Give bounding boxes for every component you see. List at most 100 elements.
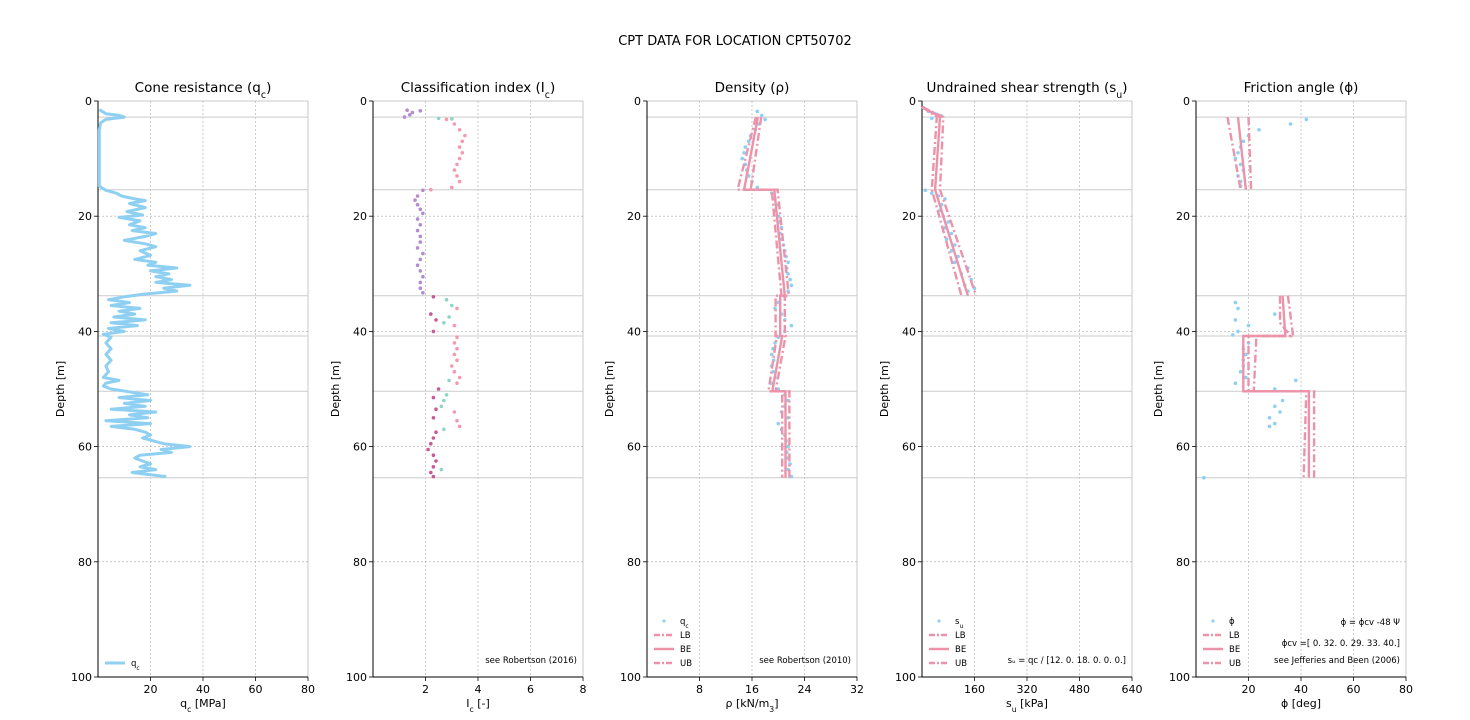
x-tick-label: 60 xyxy=(249,683,263,696)
data-point xyxy=(415,202,420,207)
data-point xyxy=(786,444,790,449)
data-point xyxy=(444,393,449,397)
y-tick-label: 40 xyxy=(627,325,641,338)
data-point xyxy=(455,174,459,178)
data-point xyxy=(455,346,459,351)
y-tick-label: 80 xyxy=(627,556,641,569)
data-point xyxy=(1278,410,1282,414)
data-point xyxy=(953,243,957,247)
data-point xyxy=(1244,352,1248,357)
data-point xyxy=(455,358,459,363)
data-point xyxy=(444,297,449,302)
y-tick-label: 40 xyxy=(353,325,367,338)
data-point xyxy=(923,188,928,193)
data-point xyxy=(1273,387,1277,391)
data-point xyxy=(742,151,746,155)
series-be-line xyxy=(1236,116,1311,478)
data-point xyxy=(418,234,423,239)
panel-title: Cone resistance (qc) xyxy=(135,80,272,101)
data-point xyxy=(1202,475,1206,480)
data-point xyxy=(1236,329,1240,334)
y-tick-label: 60 xyxy=(353,441,367,454)
panel-title: Undrained shear strength (su) xyxy=(926,80,1127,101)
data-point xyxy=(755,185,760,190)
panel-phi: 20 40 60 80 0 20 40 60 80 100 Friction angle (ϕ) ϕ … xyxy=(1152,80,1413,710)
data-point xyxy=(434,407,438,412)
data-point xyxy=(452,352,457,357)
data-point xyxy=(442,321,446,325)
y-tick-label: 40 xyxy=(902,325,916,338)
panel-title: Friction angle (ϕ) xyxy=(1244,80,1359,96)
legend-label: su xyxy=(955,617,963,630)
data-point xyxy=(452,168,457,172)
data-point xyxy=(431,436,436,440)
annotation-note: see Robertson (2016) xyxy=(485,656,577,666)
data-point xyxy=(418,280,423,285)
annotation-note: sᵤ = qᴄ / [12. 0. 18. 0. 0. 0.] xyxy=(1008,656,1126,666)
y-tick-label: 20 xyxy=(1176,210,1190,223)
data-point xyxy=(418,223,423,227)
data-point xyxy=(413,198,417,202)
data-point xyxy=(949,231,954,236)
x-tick-label: 20 xyxy=(1242,683,1256,696)
data-point xyxy=(426,447,430,452)
y-tick-label: 40 xyxy=(78,325,92,338)
y-tick-label: 40 xyxy=(1176,325,1190,338)
data-point xyxy=(1294,378,1298,383)
annotation-note: ϕ = ϕcv -48 Ψ xyxy=(1341,618,1401,628)
legend-swatch xyxy=(662,619,666,623)
x-tick-label: 40 xyxy=(196,683,210,696)
y-tick-label: 80 xyxy=(353,556,367,569)
series-ub-line xyxy=(749,116,791,478)
y-tick-label: 0 xyxy=(1183,95,1190,108)
data-point xyxy=(418,269,423,273)
data-point xyxy=(789,323,794,328)
data-point xyxy=(455,306,459,311)
data-point xyxy=(447,315,451,319)
legend: ϕ LB BE UB xyxy=(1203,617,1241,669)
legend-label: BE xyxy=(680,645,691,655)
x-tick-label: 8 xyxy=(580,683,587,696)
data-point xyxy=(431,453,436,458)
data-point xyxy=(755,109,760,114)
legend-label: LB xyxy=(955,631,966,641)
y-tick-label: 100 xyxy=(620,671,641,684)
data-point xyxy=(415,228,420,233)
data-point xyxy=(431,395,436,400)
series-ub-line xyxy=(1247,117,1316,478)
x-axis-label: ρ [kN/m3] xyxy=(726,697,779,714)
x-tick-label: 480 xyxy=(1069,683,1090,696)
y-tick-label: 100 xyxy=(71,671,92,684)
data-point xyxy=(786,272,790,276)
legend-label: LB xyxy=(1229,631,1240,641)
data-point xyxy=(457,128,462,132)
legend-label: qc xyxy=(680,617,689,630)
data-point xyxy=(455,162,459,167)
y-tick-label: 0 xyxy=(85,95,92,108)
data-point xyxy=(418,257,423,262)
y-tick-label: 60 xyxy=(1176,441,1190,454)
data-point xyxy=(746,139,751,144)
legend-swatch xyxy=(937,619,941,623)
data-point xyxy=(429,470,433,475)
data-point xyxy=(953,260,957,265)
data-point xyxy=(1233,318,1238,322)
data-point xyxy=(1238,162,1243,167)
x-axis-label: qc [MPa] xyxy=(180,697,226,714)
x-axis-label: su [kPa] xyxy=(1006,697,1048,714)
y-tick-label: 100 xyxy=(346,671,367,684)
data-point xyxy=(421,251,425,256)
annotation-note: ϕcv =[ 0. 32. 0. 29. 33. 40.] xyxy=(1282,639,1400,649)
legend-label: BE xyxy=(955,645,966,655)
series-group xyxy=(736,109,794,479)
legend: qc xyxy=(105,659,140,672)
data-point xyxy=(930,191,934,195)
data-point xyxy=(1241,139,1246,144)
data-point xyxy=(1236,151,1240,155)
data-point xyxy=(760,113,764,118)
x-tick-label: 6 xyxy=(527,683,534,696)
y-axis-label: Depth [m] xyxy=(1152,361,1165,417)
